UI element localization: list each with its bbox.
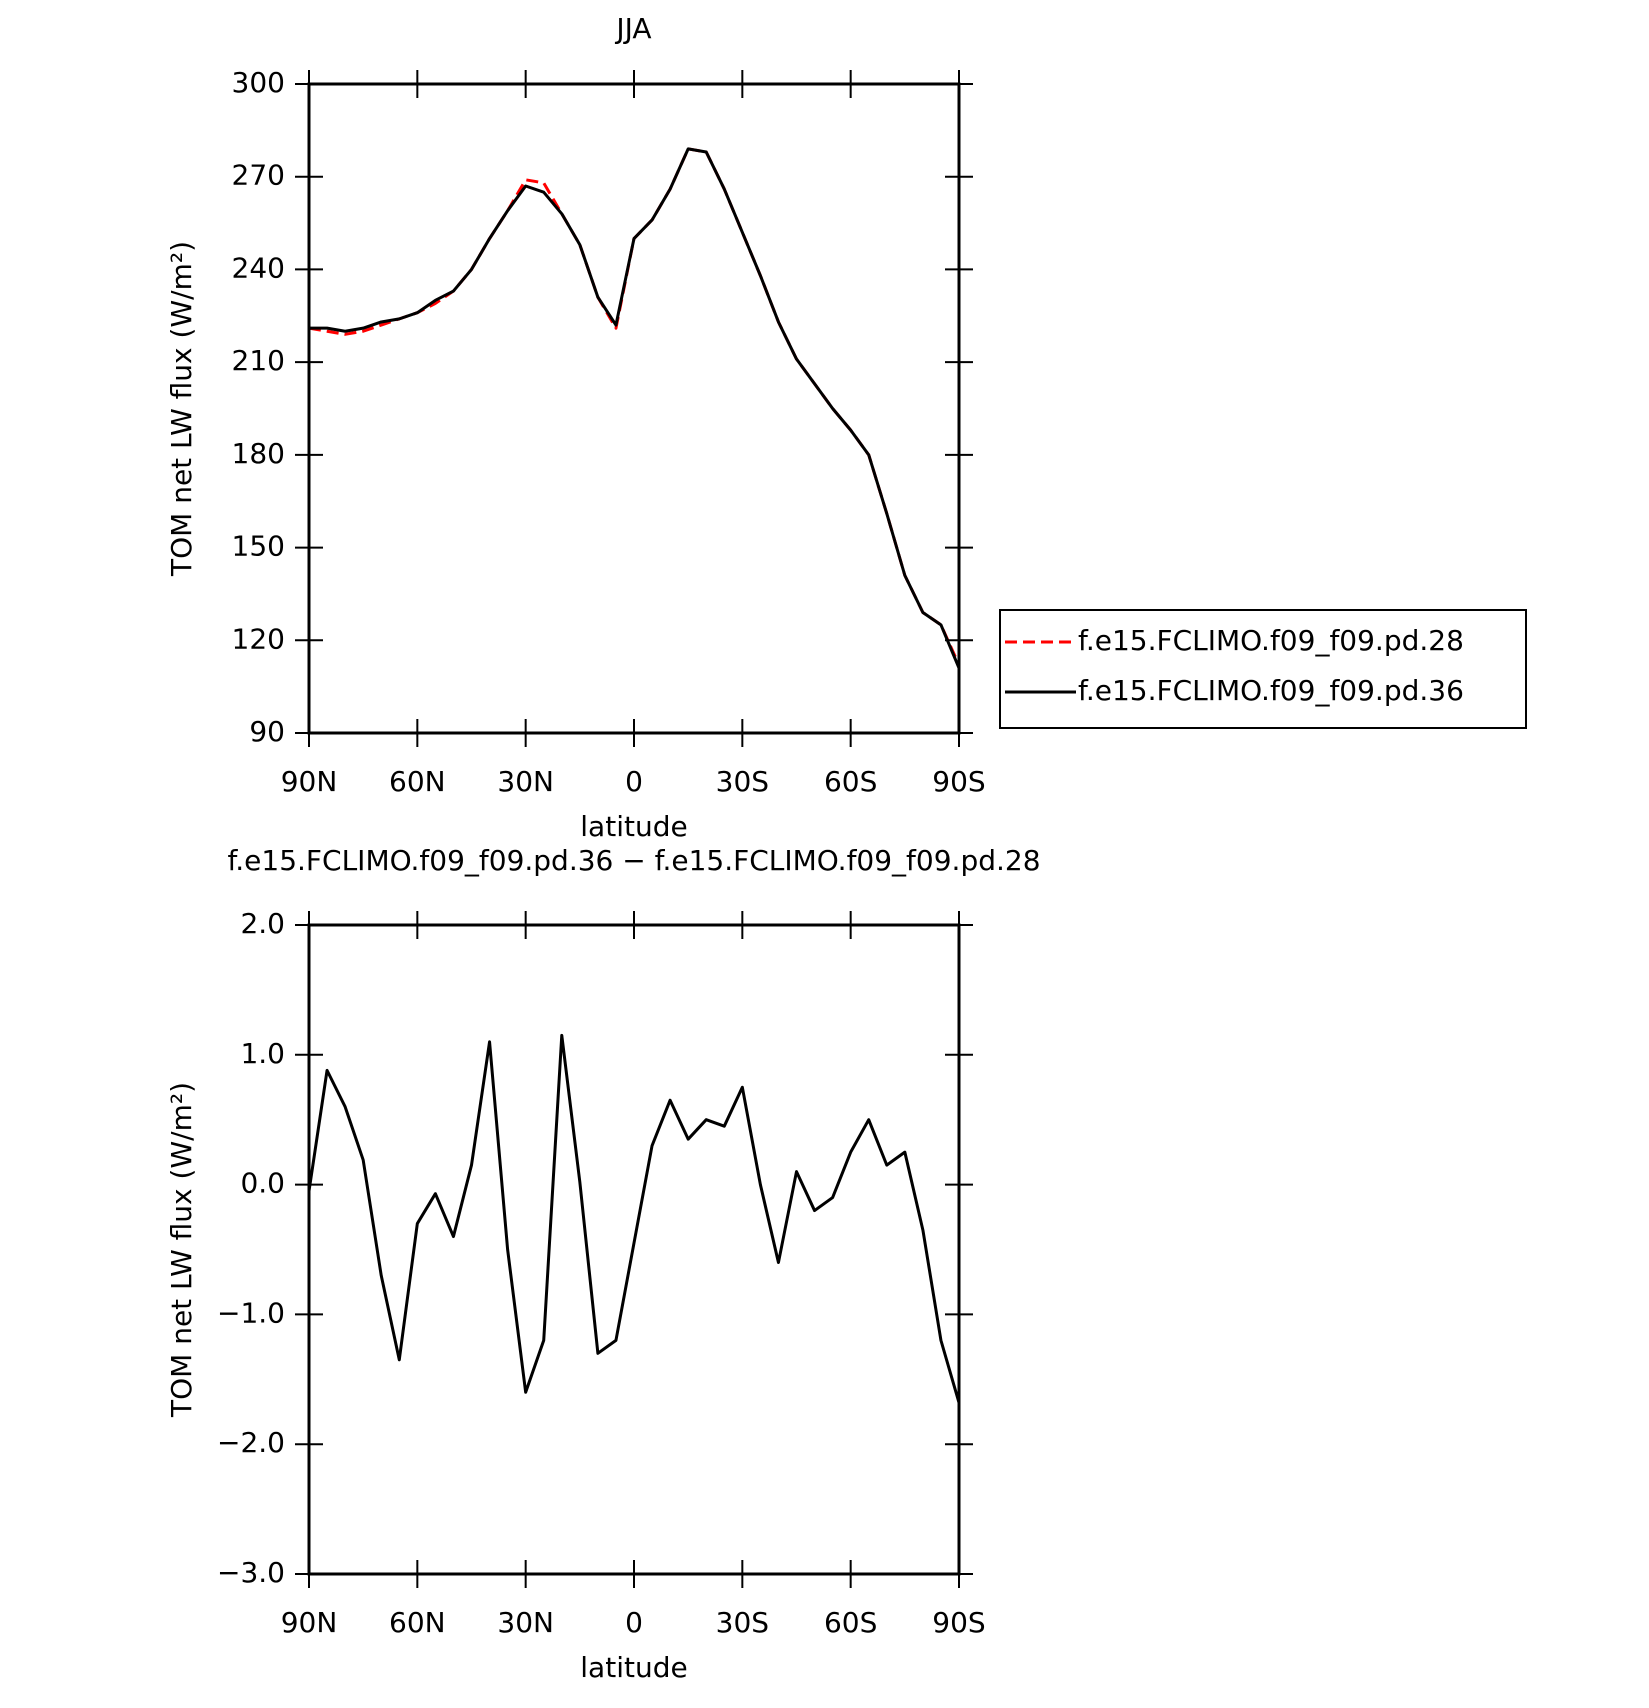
x-tick-label: 0 <box>625 1606 643 1639</box>
y-tick-label: 150 <box>232 530 285 563</box>
y-tick-label: 270 <box>232 159 285 192</box>
chart-title: JJA <box>614 12 651 45</box>
data-line <box>309 147 961 669</box>
x-tick-label: 30S <box>716 1606 769 1639</box>
x-tick-label: 90S <box>932 765 985 798</box>
x-tick-label: 90N <box>281 1606 338 1639</box>
legend-label: f.e15.FCLIMO.f09_f09.pd.36 <box>1078 674 1464 707</box>
x-tick-label: 0 <box>625 765 643 798</box>
y-tick-label: 90 <box>249 715 285 748</box>
x-tick-label: 60N <box>389 1606 446 1639</box>
x-tick-label: 60N <box>389 765 446 798</box>
x-tick-label: 90S <box>932 1606 985 1639</box>
x-tick-label: 90N <box>281 765 338 798</box>
y-tick-label: 240 <box>232 251 285 284</box>
x-axis-label: latitude <box>580 1651 687 1684</box>
x-tick-label: 30S <box>716 765 769 798</box>
plot-frame <box>307 82 961 735</box>
y-tick-label: −2.0 <box>217 1426 285 1459</box>
y-tick-label: 1.0 <box>240 1037 285 1070</box>
data-line <box>308 147 961 666</box>
data-line <box>307 1033 961 1404</box>
y-tick-label: 2.0 <box>240 907 285 940</box>
x-axis-label: latitude <box>580 810 687 843</box>
x-tick-label: 60S <box>824 1606 877 1639</box>
y-tick-label: 210 <box>232 344 285 377</box>
x-tick-label: 30N <box>497 765 554 798</box>
y-tick-label: 180 <box>232 437 285 470</box>
y-tick-label: −3.0 <box>217 1556 285 1589</box>
x-tick-label: 60S <box>824 765 877 798</box>
chart-title: f.e15.FCLIMO.f09_f09.pd.36 − f.e15.FCLIM… <box>227 844 1040 877</box>
y-tick-label: −1.0 <box>217 1296 285 1329</box>
y-axis-label: TOM net LW flux (W/m²) <box>165 241 198 577</box>
legend-box <box>999 609 1527 729</box>
legend-label: f.e15.FCLIMO.f09_f09.pd.28 <box>1078 624 1464 657</box>
y-tick-label: 0.0 <box>240 1167 285 1200</box>
y-axis-label: TOM net LW flux (W/m²) <box>165 1082 198 1418</box>
y-tick-label: 300 <box>232 66 285 99</box>
x-tick-label: 30N <box>497 1606 554 1639</box>
y-tick-label: 120 <box>232 622 285 655</box>
